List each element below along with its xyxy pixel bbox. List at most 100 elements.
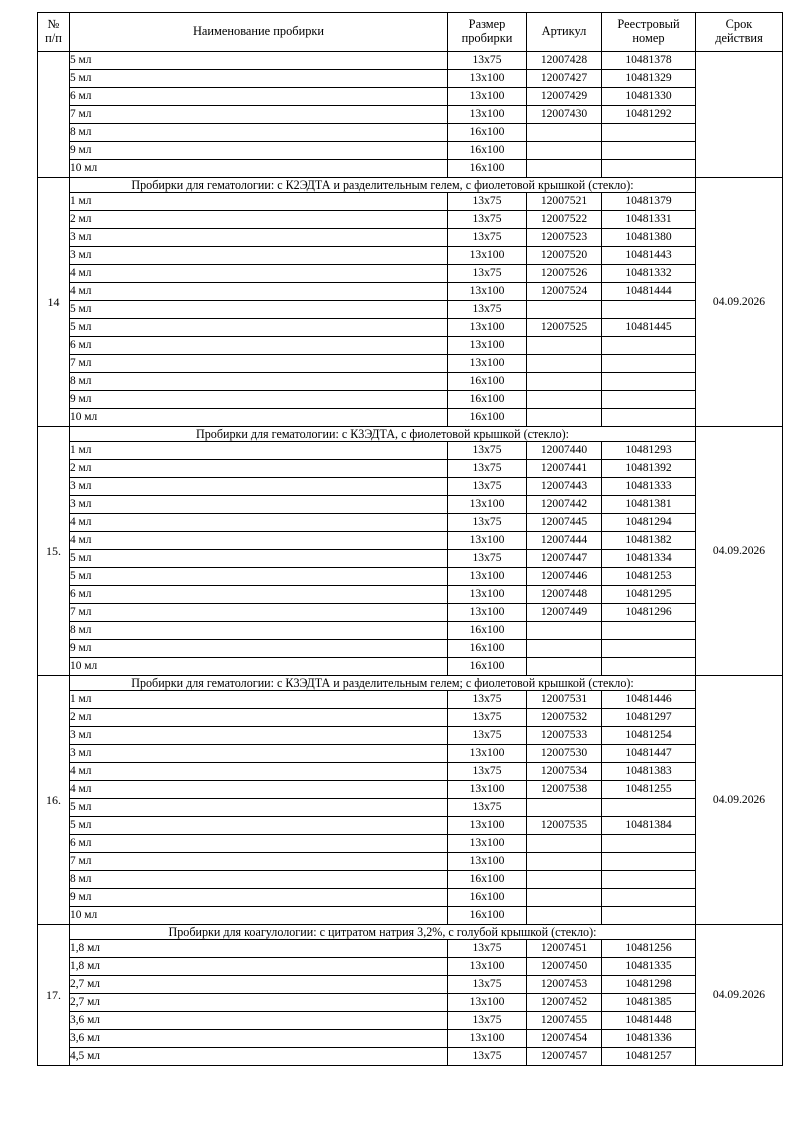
table-row: 1 мл 13x75 12007440 10481293	[38, 441, 783, 461]
table-row: 2 мл 13x75 12007532 10481297	[38, 708, 783, 728]
header-registry: Реестровый номер	[601, 12, 696, 52]
cell-tube-size: 13x100	[447, 780, 527, 800]
header-size: Размер пробирки	[447, 12, 527, 52]
cell-tube-name: 3,6 мл	[69, 1029, 448, 1049]
cell-article	[526, 621, 602, 641]
cell-registry-number: 10481378	[601, 51, 696, 70]
cell-registry-number	[601, 621, 696, 641]
cell-article: 12007533	[526, 726, 602, 746]
cell-article	[526, 798, 602, 818]
cell-tube-size: 16x100	[447, 159, 527, 178]
table-row: 4 мл 13x100 12007524 10481444	[38, 282, 783, 302]
cell-tube-name: 6 мл	[69, 585, 448, 605]
cell-registry-number: 10481333	[601, 477, 696, 497]
cell-article: 12007526	[526, 264, 602, 284]
cell-registry-number: 10481384	[601, 816, 696, 836]
cell-article	[526, 300, 602, 320]
section-title: Пробирки для гематологии: с К3ЭДТА, с фи…	[69, 426, 696, 443]
cell-article	[526, 639, 602, 659]
cell-registry-number	[601, 657, 696, 677]
table-row: 9 мл 16x100	[38, 390, 783, 410]
cell-tube-size: 13x75	[447, 513, 527, 533]
table-row: 6 мл 13x100 12007429 10481330	[38, 87, 783, 106]
section-title-row: 14 Пробирки для гематологии: с К2ЭДТА и р…	[37, 176, 783, 428]
cell-article: 12007451	[526, 939, 602, 959]
cell-registry-number	[601, 390, 696, 410]
cell-tube-size: 16x100	[447, 390, 527, 410]
header-name: Наименование пробирки	[69, 12, 448, 52]
cell-registry-number: 10481254	[601, 726, 696, 746]
cell-tube-size: 13x100	[447, 336, 527, 356]
cell-tube-size: 13x75	[447, 549, 527, 569]
cell-tube-size: 16x100	[447, 141, 527, 160]
cell-tube-name: 3 мл	[69, 246, 448, 266]
cell-tube-size: 13x100	[447, 603, 527, 623]
cell-tube-size: 13x75	[447, 1047, 527, 1067]
table-row: 5 мл 13x75 12007428 10481378	[37, 51, 783, 178]
cell-article: 12007534	[526, 762, 602, 782]
cell-registry-number	[601, 372, 696, 392]
cell-tube-name: 2 мл	[69, 708, 448, 728]
cell-tube-name: 1 мл	[69, 441, 448, 461]
cell-tube-size: 13x100	[447, 87, 527, 106]
table-row: 8 мл 16x100	[38, 372, 783, 392]
cell-tube-size: 13x75	[447, 264, 527, 284]
cell-tube-name: 5 мл	[69, 51, 448, 70]
cell-tube-size: 16x100	[447, 888, 527, 908]
cell-tube-size: 13x100	[447, 282, 527, 302]
table-row: 4 мл 13x75 12007534 10481383	[38, 762, 783, 782]
cell-registry-number	[601, 354, 696, 374]
cell-tube-name: 5 мл	[69, 567, 448, 587]
cell-registry-number: 10481392	[601, 459, 696, 479]
cell-article: 12007457	[526, 1047, 602, 1067]
header-registry-line1: Реестровый	[617, 17, 680, 32]
cell-article: 12007427	[526, 69, 602, 88]
cell-section-number: 17.	[37, 924, 70, 1067]
cell-tube-size: 16x100	[447, 639, 527, 659]
cell-tube-size: 13x75	[447, 228, 527, 248]
cell-article	[526, 372, 602, 392]
cell-tube-name: 3 мл	[69, 744, 448, 764]
cell-registry-number: 10481293	[601, 441, 696, 461]
cell-registry-number	[601, 834, 696, 854]
cell-term-date: 04.09.2026	[695, 426, 783, 677]
table-row: 3 мл 13x100 12007520 10481443	[38, 246, 783, 266]
cell-tube-name: 6 мл	[69, 834, 448, 854]
cell-tube-name: 4 мл	[69, 264, 448, 284]
cell-tube-name: 9 мл	[69, 390, 448, 410]
table-row: 6 мл 13x100 12007448 10481295	[38, 585, 783, 605]
cell-section-number: 14	[37, 176, 70, 428]
cell-tube-size: 13x100	[447, 354, 527, 374]
cell-registry-number	[601, 906, 696, 926]
cell-tube-name: 5 мл	[69, 300, 448, 320]
table-row: 3 мл 13x75 12007533 10481254	[38, 726, 783, 746]
table-row: 8 мл 16x100	[38, 621, 783, 641]
cell-tube-name: 5 мл	[69, 318, 448, 338]
cell-tube-size: 13x100	[447, 852, 527, 872]
table-row: 7 мл 13x100	[38, 354, 783, 374]
header-row: № п/п Наименование пробирки Размер проби…	[37, 12, 783, 52]
cell-registry-number	[601, 888, 696, 908]
cell-registry-number	[601, 639, 696, 659]
cell-tube-size: 13x75	[447, 975, 527, 995]
cell-registry-number: 10481256	[601, 939, 696, 959]
table-row: 4 мл 13x100 12007538 10481255	[38, 780, 783, 800]
cell-registry-number: 10481331	[601, 210, 696, 230]
cell-tube-name: 5 мл	[69, 816, 448, 836]
cell-article: 12007445	[526, 513, 602, 533]
cell-registry-number: 10481335	[601, 957, 696, 977]
cell-tube-size: 16x100	[447, 123, 527, 142]
cell-article: 12007443	[526, 477, 602, 497]
table-row: 5 мл 13x100 12007535 10481384	[38, 816, 783, 836]
table-body: 5 мл 13x75 12007428 10481378 5 мл 13x100 12007…	[37, 51, 783, 1067]
cell-tube-size: 13x75	[447, 477, 527, 497]
cell-registry-number: 10481296	[601, 603, 696, 623]
cell-tube-size: 13x75	[447, 1011, 527, 1031]
cell-tube-size: 13x100	[447, 531, 527, 551]
cell-article	[526, 123, 602, 142]
cell-article: 12007531	[526, 690, 602, 710]
cell-article: 12007523	[526, 228, 602, 248]
cell-article	[526, 141, 602, 160]
table-row: 3,6 мл 13x100 12007454 10481336	[38, 1029, 783, 1049]
